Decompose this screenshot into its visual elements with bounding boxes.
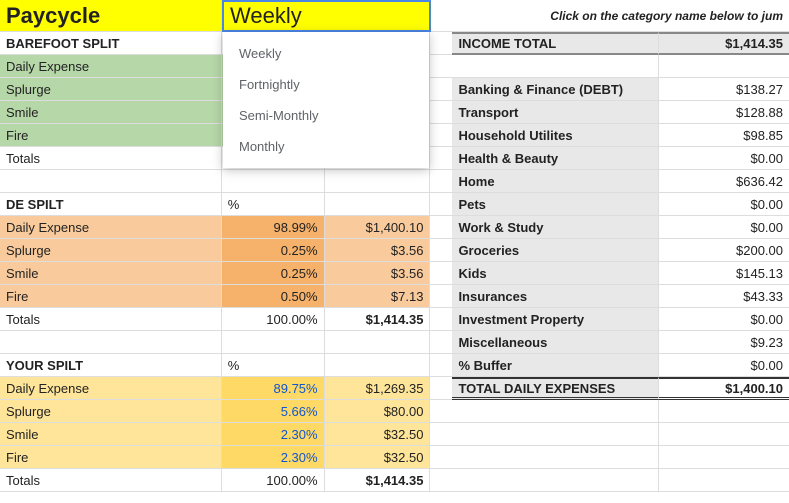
category-banking[interactable]: Banking & Finance (DEBT) — [452, 78, 659, 101]
de-amt-daily: $1,400.10 — [325, 216, 431, 239]
amount-home: $636.42 — [659, 170, 789, 193]
category-health[interactable]: Health & Beauty — [452, 147, 659, 170]
de-pct-splurge: 0.25% — [222, 239, 325, 262]
amount-groceries: $200.00 — [659, 239, 789, 262]
category-kids[interactable]: Kids — [452, 262, 659, 285]
amount-transport: $128.88 — [659, 101, 789, 124]
de-amt-fire: $7.13 — [325, 285, 431, 308]
category-investment[interactable]: Investment Property — [452, 308, 659, 331]
dropdown-option-weekly[interactable]: Weekly — [223, 38, 429, 69]
de-totals-amt: $1,414.35 — [325, 308, 431, 331]
ys-pct-fire[interactable]: 2.30% — [222, 446, 325, 469]
category-pets[interactable]: Pets — [452, 193, 659, 216]
de-row-fire: Fire — [0, 285, 222, 308]
de-amt-smile: $3.56 — [325, 262, 431, 285]
income-total-amount: $1,414.35 — [659, 32, 789, 55]
barefoot-row-splurge: Splurge — [0, 78, 222, 101]
ys-row-smile: Smile — [0, 423, 222, 446]
category-buffer[interactable]: % Buffer — [452, 354, 659, 377]
category-groceries[interactable]: Groceries — [452, 239, 659, 262]
spreadsheet-container: Paycycle Weekly Click on the category na… — [0, 0, 789, 492]
de-pct-fire: 0.50% — [222, 285, 325, 308]
paycycle-dropdown-cell[interactable]: Weekly — [222, 0, 431, 32]
amount-household: $98.85 — [659, 124, 789, 147]
amount-misc: $9.23 — [659, 331, 789, 354]
ys-pct-smile[interactable]: 2.30% — [222, 423, 325, 446]
barefoot-totals-label: Totals — [0, 147, 222, 170]
ys-totals-amt: $1,414.35 — [325, 469, 431, 492]
category-transport[interactable]: Transport — [452, 101, 659, 124]
ys-pct-splurge[interactable]: 5.66% — [222, 400, 325, 423]
ys-row-splurge: Splurge — [0, 400, 222, 423]
ys-amt-fire: $32.50 — [325, 446, 431, 469]
ys-pct-header: % — [222, 354, 325, 377]
total-daily-expenses-amount: $1,400.10 — [659, 377, 789, 400]
barefoot-row-fire: Fire — [0, 124, 222, 147]
barefoot-row-daily-expense: Daily Expense — [0, 55, 222, 78]
category-insurances[interactable]: Insurances — [452, 285, 659, 308]
de-totals-label: Totals — [0, 308, 222, 331]
de-row-smile: Smile — [0, 262, 222, 285]
de-row-splurge: Splurge — [0, 239, 222, 262]
category-household[interactable]: Household Utilites — [452, 124, 659, 147]
amount-banking: $138.27 — [659, 78, 789, 101]
ys-row-daily: Daily Expense — [0, 377, 222, 400]
instruction-text: Click on the category name below to jum — [453, 0, 789, 32]
ys-amt-splurge: $80.00 — [325, 400, 431, 423]
dropdown-option-semi-monthly[interactable]: Semi-Monthly — [223, 100, 429, 131]
ys-totals-label: Totals — [0, 469, 222, 492]
income-total-label[interactable]: INCOME TOTAL — [452, 32, 659, 55]
de-pct-smile: 0.25% — [222, 262, 325, 285]
barefoot-row-smile: Smile — [0, 101, 222, 124]
category-misc[interactable]: Miscellaneous — [452, 331, 659, 354]
amount-kids: $145.13 — [659, 262, 789, 285]
amount-insurances: $43.33 — [659, 285, 789, 308]
amount-buffer: $0.00 — [659, 354, 789, 377]
ys-amt-smile: $32.50 — [325, 423, 431, 446]
ys-amt-daily: $1,269.35 — [325, 377, 431, 400]
de-pct-daily: 98.99% — [222, 216, 325, 239]
total-daily-expenses-label: TOTAL DAILY EXPENSES — [452, 377, 659, 400]
dropdown-option-fortnightly[interactable]: Fortnightly — [223, 69, 429, 100]
ys-pct-daily[interactable]: 89.75% — [222, 377, 325, 400]
de-split-title: DE SPILT — [0, 193, 222, 216]
de-pct-header: % — [222, 193, 325, 216]
header-row: Paycycle Weekly Click on the category na… — [0, 0, 789, 32]
amount-work: $0.00 — [659, 216, 789, 239]
category-home[interactable]: Home — [452, 170, 659, 193]
de-totals-pct: 100.00% — [222, 308, 325, 331]
category-work[interactable]: Work & Study — [452, 216, 659, 239]
amount-pets: $0.00 — [659, 193, 789, 216]
ys-totals-pct: 100.00% — [222, 469, 325, 492]
amount-investment: $0.00 — [659, 308, 789, 331]
amount-health: $0.00 — [659, 147, 789, 170]
barefoot-title: BAREFOOT SPLIT — [0, 32, 222, 55]
ys-row-fire: Fire — [0, 446, 222, 469]
dropdown-option-monthly[interactable]: Monthly — [223, 131, 429, 162]
de-row-daily: Daily Expense — [0, 216, 222, 239]
paycycle-dropdown-panel: Weekly Fortnightly Semi-Monthly Monthly — [223, 32, 429, 168]
your-split-title: YOUR SPILT — [0, 354, 222, 377]
de-amt-splurge: $3.56 — [325, 239, 431, 262]
paycycle-label: Paycycle — [0, 0, 222, 32]
